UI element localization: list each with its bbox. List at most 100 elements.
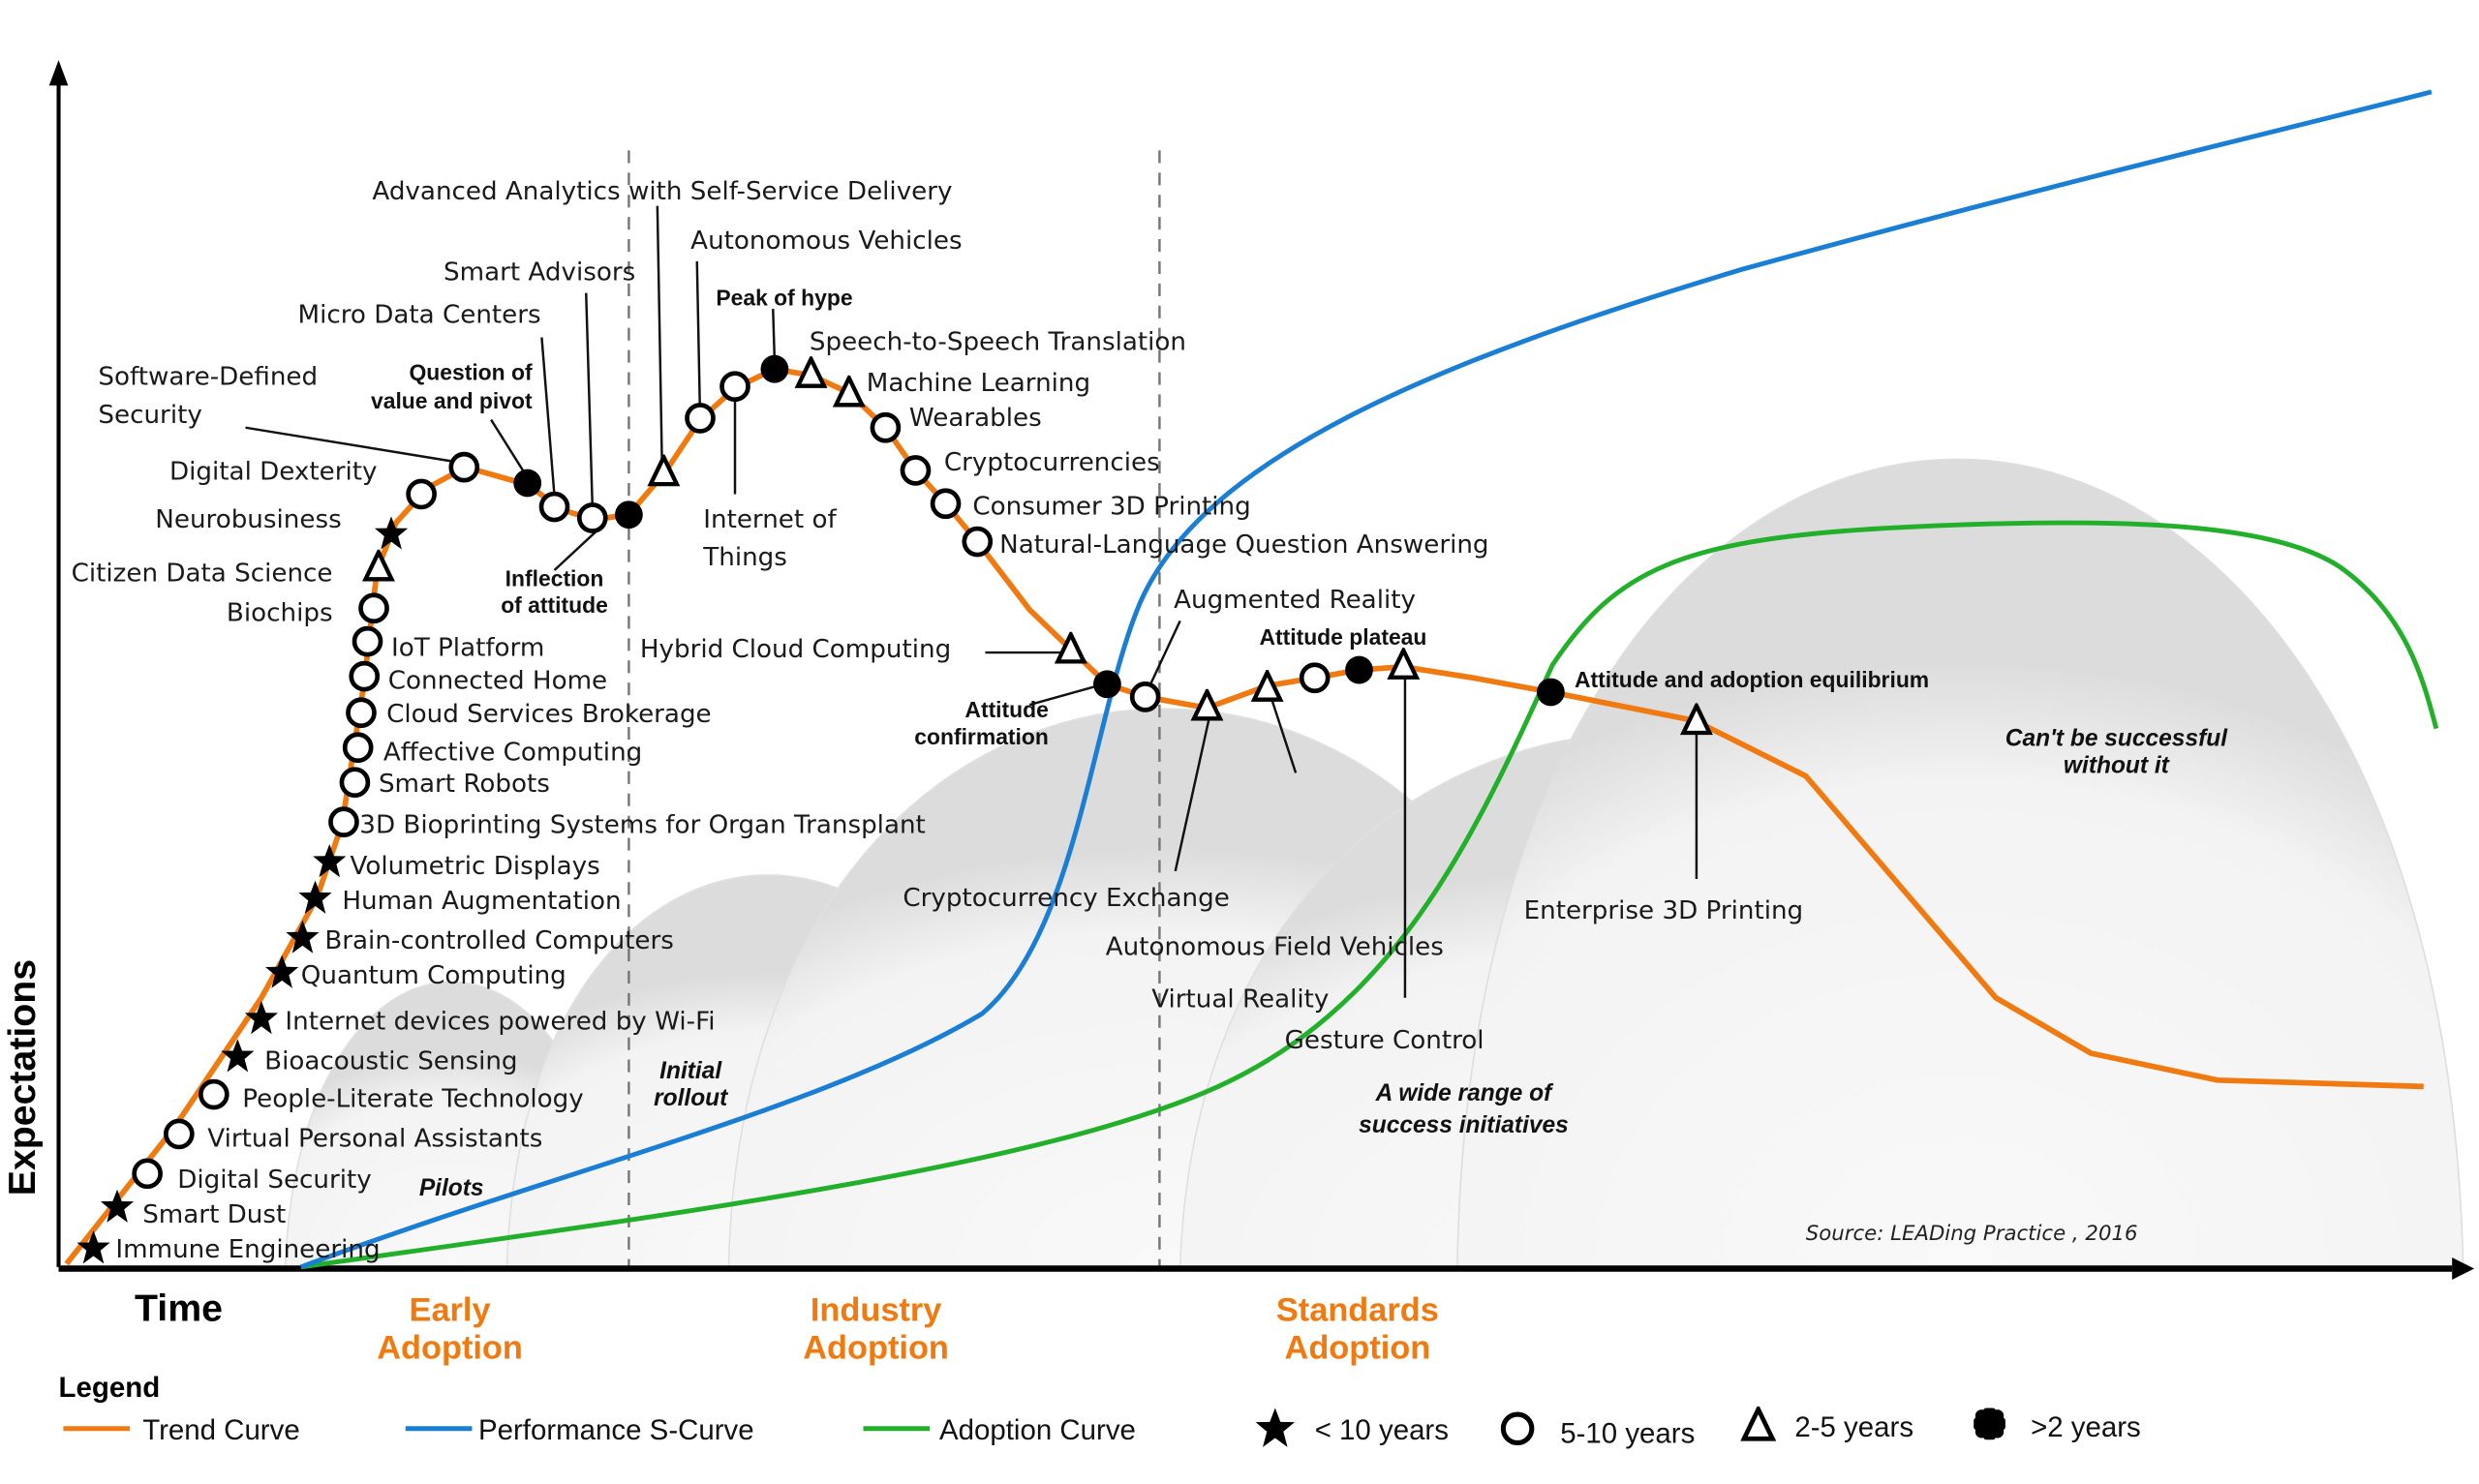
label-initial-2: rollout [654, 1085, 728, 1111]
axes [48, 60, 2475, 1280]
svg-text:Early: Early [410, 1291, 491, 1328]
label-peak-of-hype: Peak of hype [716, 286, 852, 311]
label-sds-2: Security [98, 401, 201, 430]
label-initial-1: Initial [659, 1058, 722, 1084]
label-brain: Brain-controlled Computers [324, 926, 674, 955]
marker-neurobusiness [374, 516, 409, 550]
marker-biochips [361, 595, 387, 621]
svg-text:Adoption: Adoption [1285, 1330, 1431, 1367]
marker-vpa [166, 1121, 192, 1147]
label-enterprise-3d: Enterprise 3D Printing [1524, 896, 1804, 925]
label-wide-1: A wide range of [1375, 1080, 1554, 1106]
label-connected-home: Connected Home [388, 667, 607, 696]
legend-triangle: 2-5 years [1794, 1411, 1913, 1443]
label-bioacoustic: Bioacoustic Sensing [264, 1046, 517, 1075]
label-wide-2: success initiatives [1359, 1112, 1569, 1138]
marker-digital-security [135, 1161, 161, 1187]
marker-question-pivot [513, 469, 542, 498]
label-cant-1: Can't be successful [2005, 726, 2228, 752]
label-augmented: Augmented Reality [1174, 586, 1416, 615]
marker-plateau [1345, 655, 1373, 684]
marker-cryptocurrencies [903, 457, 929, 483]
legend-adoption: Adoption Curve [939, 1414, 1136, 1446]
label-biochips: Biochips [227, 598, 333, 627]
marker-bioacoustic [221, 1039, 255, 1073]
marker-equilibrium [1537, 678, 1565, 707]
label-advanced-analytics: Advanced Analytics with Self-Service Del… [372, 177, 952, 206]
label-consumer-3d: Consumer 3D Printing [972, 493, 1250, 522]
label-digital-dexterity: Digital Dexterity [169, 458, 377, 487]
label-autonomous-vehicles: Autonomous Vehicles [690, 227, 962, 256]
source-note: Source: LEADing Practice , 2016 [1806, 1222, 2138, 1246]
legend-circle: 5-10 years [1560, 1417, 1695, 1449]
marker-consumer-3d [933, 491, 959, 517]
label-neurobusiness: Neurobusiness [155, 505, 341, 534]
label-cloud-brokerage: Cloud Services Brokerage [386, 700, 712, 729]
label-virtual-reality: Virtual Reality [1151, 985, 1329, 1015]
marker-digital-dexterity [409, 481, 435, 507]
marker-micro-dc [541, 494, 567, 520]
dome-cant-succeed [1456, 458, 2464, 1268]
marker-human-aug [298, 880, 332, 914]
label-hybrid-cloud: Hybrid Cloud Computing [640, 635, 951, 664]
label-iot-2: Things [702, 543, 787, 572]
label-autonomous-field: Autonomous Field Vehicles [1106, 933, 1444, 962]
label-quantum: Quantum Computing [301, 961, 566, 990]
label-plateau: Attitude plateau [1259, 624, 1426, 650]
legend-performance: Performance S-Curve [478, 1414, 754, 1446]
performance-s-curve [299, 89, 2433, 1270]
legend: Legend Trend Curve Performance S-Curve A… [59, 1372, 2141, 1449]
label-machine-learning: Machine Learning [867, 369, 1090, 398]
legend-star: < 10 years [1315, 1414, 1449, 1446]
marker-smart-advisors [579, 504, 605, 530]
label-vpa: Virtual Personal Assistants [207, 1125, 542, 1154]
x-axis-title: Time [135, 1287, 223, 1329]
marker-virtual-reality [1301, 665, 1328, 691]
legend-cross: >2 years [2031, 1411, 2141, 1443]
label-smart-dust: Smart Dust [142, 1200, 286, 1229]
y-axis-title: Expectations [1, 959, 44, 1196]
label-cant-2: without it [2064, 752, 2170, 778]
label-human-aug: Human Augmentation [342, 887, 621, 916]
marker-people-literate [200, 1081, 227, 1107]
label-sds-1: Software-Defined [98, 363, 318, 392]
marker-wearables [872, 414, 899, 440]
svg-text:Adoption: Adoption [803, 1330, 949, 1367]
phase-labels: Early Adoption Industry Adoption Standar… [377, 1291, 1439, 1366]
marker-connected-home [352, 663, 378, 689]
adoption-curve [300, 520, 2439, 1270]
marker-volumetric [313, 844, 347, 878]
label-question-1: Question of [409, 360, 533, 385]
svg-text:Standards: Standards [1276, 1291, 1439, 1328]
label-bioprinting: 3D Bioprinting Systems for Organ Transpl… [359, 811, 925, 840]
legend-title: Legend [59, 1372, 161, 1404]
marker-bioprinting [330, 809, 356, 835]
marker-peak [760, 354, 789, 383]
svg-text:Industry: Industry [811, 1291, 941, 1328]
marker-confirmation [1093, 670, 1121, 699]
marker-iot-platform [354, 628, 381, 654]
label-micro-data-centers: Micro Data Centers [298, 301, 541, 330]
label-iot-platform: IoT Platform [391, 633, 544, 662]
label-people-literate: People-Literate Technology [242, 1085, 583, 1114]
technology-labels: Advanced Analytics with Self-Service Del… [72, 177, 2229, 1264]
label-smart-robots: Smart Robots [379, 770, 550, 799]
label-digital-security: Digital Security [177, 1166, 372, 1195]
marker-nlqa [964, 529, 991, 555]
marker-affective [345, 735, 371, 761]
label-citizen: Citizen Data Science [72, 559, 333, 588]
label-smart-advisors: Smart Advisors [444, 258, 635, 288]
marker-augmented [1132, 683, 1158, 710]
label-speech: Speech-to-Speech Translation [810, 328, 1186, 357]
label-inflection-1: Inflection [505, 565, 604, 591]
label-confirmation-1: Attitude [964, 697, 1048, 722]
marker-gesture [1391, 651, 1417, 678]
label-inflection-2: of attitude [501, 592, 608, 618]
circle-icon [1503, 1414, 1531, 1442]
label-iot-1: Internet of [703, 505, 837, 534]
adoption-domes [284, 458, 2464, 1268]
leader-lines [245, 205, 1699, 998]
label-volumetric: Volumetric Displays [351, 852, 600, 881]
label-wearables: Wearables [909, 404, 1042, 433]
